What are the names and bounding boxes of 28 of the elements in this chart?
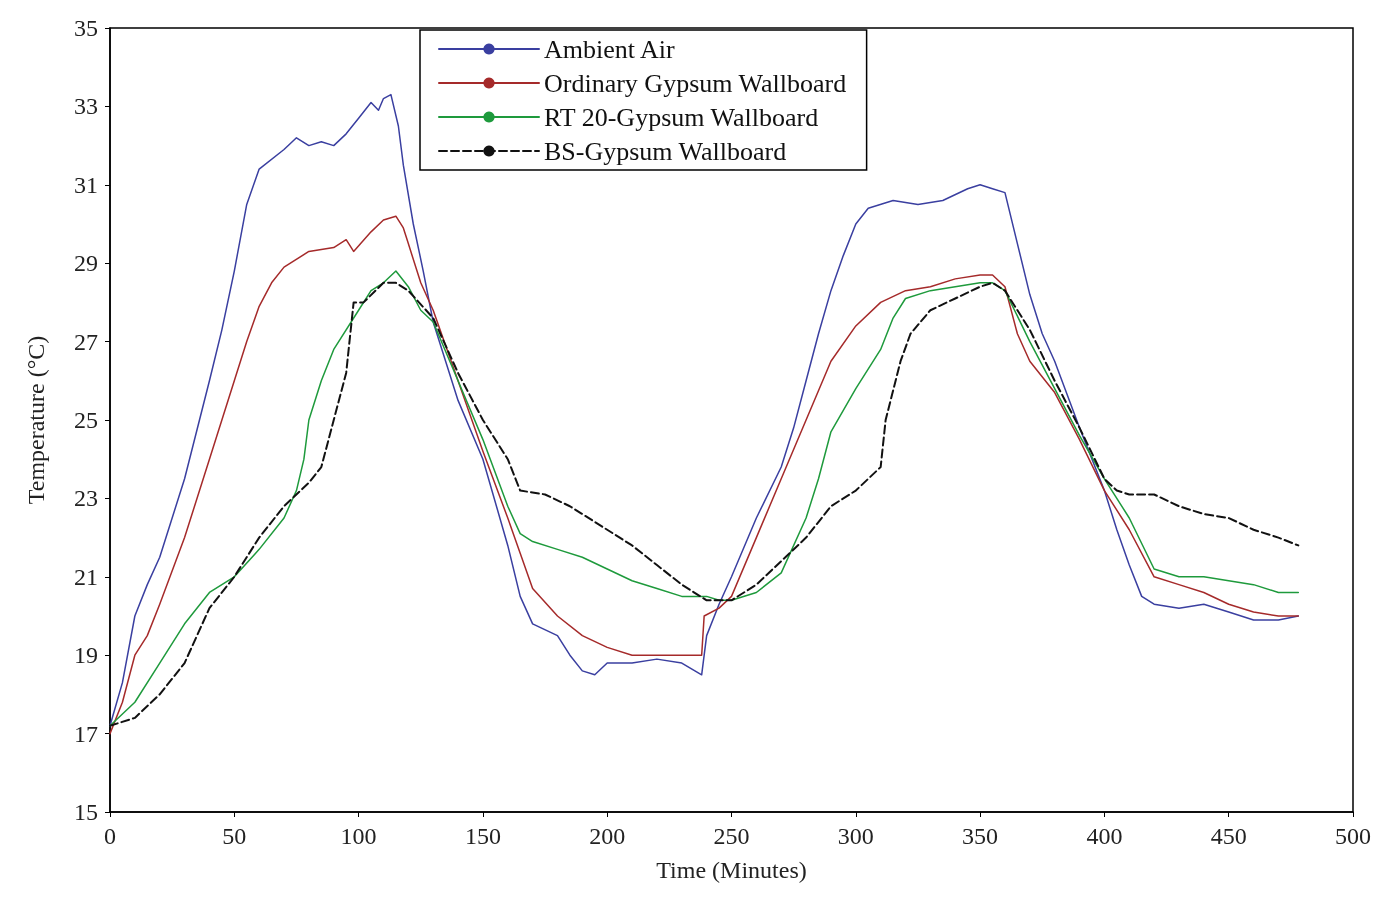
y-tick-label: 27 bbox=[74, 328, 98, 355]
x-tick-label: 50 bbox=[222, 823, 247, 849]
x-tick-label: 150 bbox=[464, 823, 501, 849]
x-tick-label: 100 bbox=[340, 823, 377, 849]
y-tick-label: 35 bbox=[74, 15, 98, 41]
x-tick-label: 400 bbox=[1086, 823, 1123, 849]
y-axis-title: Temperature (°C) bbox=[23, 335, 49, 505]
y-tick-label: 25 bbox=[74, 407, 98, 433]
legend-label: RT 20-Gypsum Wallboard bbox=[544, 102, 819, 132]
x-axis-title: Time (Minutes) bbox=[656, 857, 807, 883]
x-tick-label: 250 bbox=[713, 823, 750, 849]
legend-label: Ordinary Gypsum Wallboard bbox=[544, 68, 847, 98]
y-tick-label: 31 bbox=[74, 171, 98, 198]
y-tick-label: 29 bbox=[74, 250, 98, 277]
x-tick-label: 0 bbox=[104, 823, 116, 849]
x-tick-label: 300 bbox=[837, 823, 874, 849]
x-tick-label: 350 bbox=[962, 823, 999, 849]
y-tick-label: 17 bbox=[74, 720, 98, 747]
y-tick-label: 33 bbox=[74, 93, 98, 120]
x-tick-label: 500 bbox=[1335, 823, 1371, 849]
y-tick-label: 21 bbox=[74, 563, 98, 590]
y-tick-label: 19 bbox=[74, 642, 98, 669]
legend-label: Ambient Air bbox=[544, 34, 676, 64]
legend-label: BS-Gypsum Wallboard bbox=[544, 136, 787, 166]
y-tick-label: 15 bbox=[74, 799, 98, 825]
x-tick-label: 200 bbox=[589, 823, 626, 849]
y-tick-label: 23 bbox=[74, 485, 98, 512]
x-tick-label: 450 bbox=[1210, 823, 1247, 849]
